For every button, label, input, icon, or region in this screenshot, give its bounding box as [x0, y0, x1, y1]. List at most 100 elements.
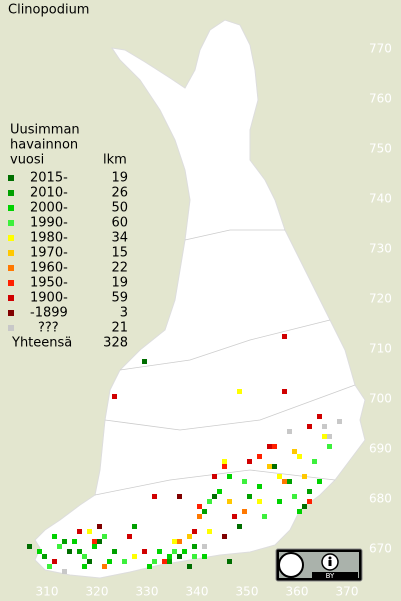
legend-label: -1899 [30, 306, 68, 321]
occurrence-cell [202, 544, 207, 549]
occurrence-cell [187, 564, 192, 569]
legend-count: 60 [111, 216, 128, 231]
occurrence-cell [192, 554, 197, 559]
legend-swatch [8, 190, 14, 196]
occurrence-cell [102, 534, 107, 539]
legend-swatch [8, 235, 14, 241]
occurrence-cell [142, 359, 147, 364]
occurrence-cell [247, 494, 252, 499]
occurrence-cell [322, 424, 327, 429]
occurrence-cell [292, 449, 297, 454]
occurrence-cell [212, 494, 217, 499]
occurrence-cell [182, 549, 187, 554]
legend-label: 1960- [30, 261, 68, 276]
country-outline [34, 19, 366, 579]
legend-count: 26 [111, 186, 128, 201]
y-tick-label: 680 [369, 492, 392, 506]
occurrence-cell [132, 524, 137, 529]
occurrence-cell [212, 474, 217, 479]
occurrence-cell [302, 474, 307, 479]
x-tick-label: 330 [136, 585, 159, 599]
occurrence-cell [27, 544, 32, 549]
occurrence-cell [152, 559, 157, 564]
occurrence-cell [77, 549, 82, 554]
legend-count: 15 [111, 246, 128, 261]
occurrence-cell [132, 554, 137, 559]
x-tick-label: 350 [236, 585, 259, 599]
occurrence-cell [317, 479, 322, 484]
occurrence-cell [197, 504, 202, 509]
occurrence-cell [57, 544, 62, 549]
occurrence-cell [62, 569, 67, 574]
occurrence-cell [262, 514, 267, 519]
occurrence-cell [282, 389, 287, 394]
occurrence-cell [257, 454, 262, 459]
legend-label: 1900- [30, 291, 68, 306]
occurrence-cell [82, 554, 87, 559]
legend-header: havainnon [10, 138, 78, 153]
y-tick-label: 750 [369, 142, 392, 156]
legend-count: 50 [111, 201, 128, 216]
legend-count: 19 [111, 276, 128, 291]
legend-swatch [8, 205, 14, 211]
legend-label: 1980- [30, 231, 68, 246]
occurrence-cell [222, 534, 227, 539]
region-borders [94, 229, 356, 496]
y-tick-label: 770 [369, 42, 392, 56]
occurrence-cell [72, 539, 77, 544]
occurrence-cell [152, 494, 157, 499]
occurrence-cell [87, 559, 92, 564]
occurrence-cell [167, 559, 172, 564]
occurrence-cell [227, 499, 232, 504]
legend-count: 21 [111, 321, 128, 336]
legend-header: vuosi [10, 153, 44, 168]
legend-label: 2000- [30, 201, 68, 216]
occurrence-cell [47, 564, 52, 569]
occurrence-cell [277, 499, 282, 504]
map-title: Clinopodium [8, 3, 89, 18]
occurrence-cell [107, 559, 112, 564]
occurrence-cell [217, 489, 222, 494]
legend-label: 1970- [30, 246, 68, 261]
license-label: BY [326, 572, 335, 580]
occurrence-cell [202, 509, 207, 514]
occurrence-cell [37, 549, 42, 554]
occurrence-cell [247, 459, 252, 464]
occurrence-cell [142, 549, 147, 554]
occurrence-cell [197, 514, 202, 519]
occurrence-cell [237, 524, 242, 529]
occurrence-cell [257, 499, 262, 504]
occurrence-cell [222, 464, 227, 469]
occurrence-cell [167, 554, 172, 559]
occurrence-cell [52, 559, 57, 564]
occurrence-cell [177, 554, 182, 559]
y-tick-label: 730 [369, 242, 392, 256]
occurrence-cell [122, 559, 127, 564]
x-tick-label: 360 [286, 585, 309, 599]
occurrence-cell [242, 509, 247, 514]
occurrence-cell [222, 459, 227, 464]
occurrence-cell [232, 514, 237, 519]
occurrence-cell [337, 419, 342, 424]
occurrence-cell [207, 499, 212, 504]
legend-swatch [8, 220, 14, 226]
occurrence-cell [322, 434, 327, 439]
occurrence-cell [327, 444, 332, 449]
occurrence-cell [192, 544, 197, 549]
occurrence-cell [307, 489, 312, 494]
occurrence-cell [192, 529, 197, 534]
occurrence-cell [257, 484, 262, 489]
occurrence-cell [317, 414, 322, 419]
legend-label: 1950- [30, 276, 68, 291]
occurrence-cell [97, 539, 102, 544]
legend-count: 22 [111, 261, 128, 276]
occurrence-cell [267, 464, 272, 469]
occurrence-cell [147, 564, 152, 569]
legend-count: 59 [111, 291, 128, 306]
legend-swatch [8, 250, 14, 256]
x-tick-label: 340 [186, 585, 209, 599]
occurrence-cell [112, 549, 117, 554]
occurrence-cell [157, 549, 162, 554]
legend-label: ??? [38, 321, 59, 336]
legend-swatch [8, 280, 14, 286]
